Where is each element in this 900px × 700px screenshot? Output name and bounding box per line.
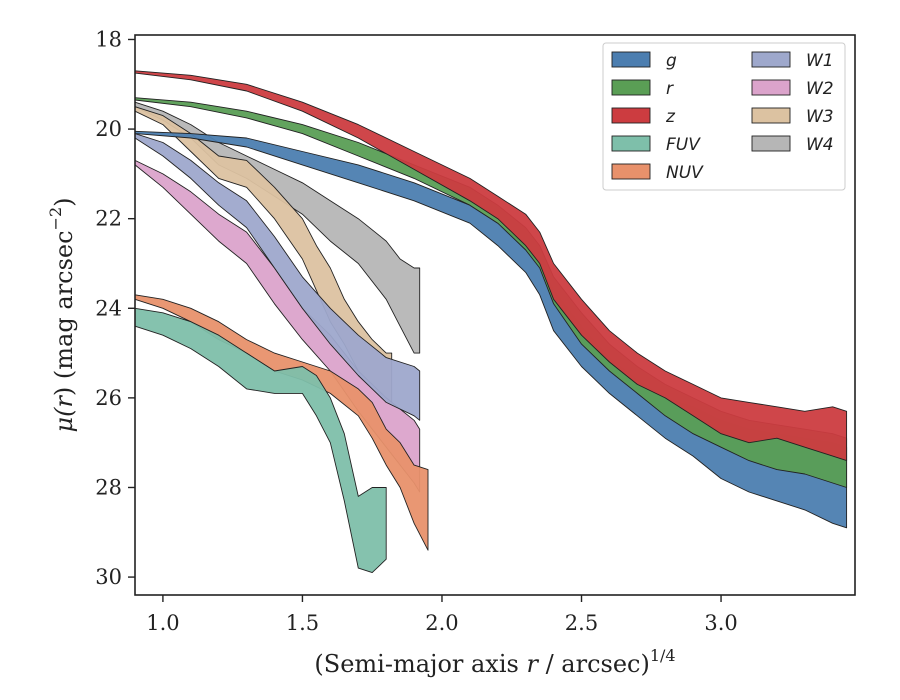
x-tick-label: 3.0 <box>704 611 737 635</box>
plot-frame <box>134 34 856 596</box>
legend-swatch-nuv <box>611 163 651 180</box>
legend-swatch-w1 <box>751 51 791 68</box>
legend-label-fuv: FUV <box>666 135 701 155</box>
legend-swatch-w4 <box>751 135 791 152</box>
x-tick-label: 2.5 <box>565 611 598 635</box>
series-bands <box>134 70 848 574</box>
legend-label-w4: W4 <box>806 135 834 155</box>
y-axis-ticks: 18 20 22 24 26 28 30 <box>95 27 135 589</box>
y-tick-label: 30 <box>95 565 122 589</box>
legend-label-r: r <box>666 79 674 99</box>
legend-label-w3: W3 <box>806 107 834 127</box>
legend-label-g: g <box>666 51 677 71</box>
legend-label-nuv: NUV <box>666 163 704 183</box>
legend-swatch-g <box>611 51 651 68</box>
legend-swatch-fuv <box>611 135 651 152</box>
y-tick-label: 22 <box>95 207 122 231</box>
legend-swatch-w2 <box>751 79 791 96</box>
y-tick-label: 20 <box>95 117 122 141</box>
series-band-g <box>134 130 848 529</box>
x-tick-label: 2.0 <box>425 611 458 635</box>
series-band-fuv <box>134 307 387 574</box>
legend: grz FUV NUV W1 W2 W3 W4 <box>602 42 846 191</box>
x-tick-label: 1.0 <box>146 611 179 635</box>
series-band-w1 <box>134 133 421 421</box>
x-axis-ticks: 1.0 1.5 2.0 2.5 3.0 <box>146 595 738 635</box>
y-tick-label: 26 <box>95 386 122 410</box>
legend-label-z: z <box>665 107 676 127</box>
y-tick-label: 24 <box>95 296 122 320</box>
legend-swatch-r <box>611 79 651 96</box>
y-tick-label: 18 <box>95 27 122 51</box>
legend-label-w2: W2 <box>806 79 834 99</box>
series-band-z <box>134 70 848 462</box>
y-tick-label: 28 <box>95 475 122 499</box>
x-axis-label: (Semi-major axis r / arcsec)1/4 <box>314 646 675 678</box>
legend-swatch-z <box>611 107 651 124</box>
legend-label-w1: W1 <box>806 51 834 71</box>
legend-swatch-w3 <box>751 107 791 124</box>
y-axis-label: μ(r) (mag arcsec−2) <box>46 197 78 432</box>
x-tick-label: 1.5 <box>286 611 319 635</box>
